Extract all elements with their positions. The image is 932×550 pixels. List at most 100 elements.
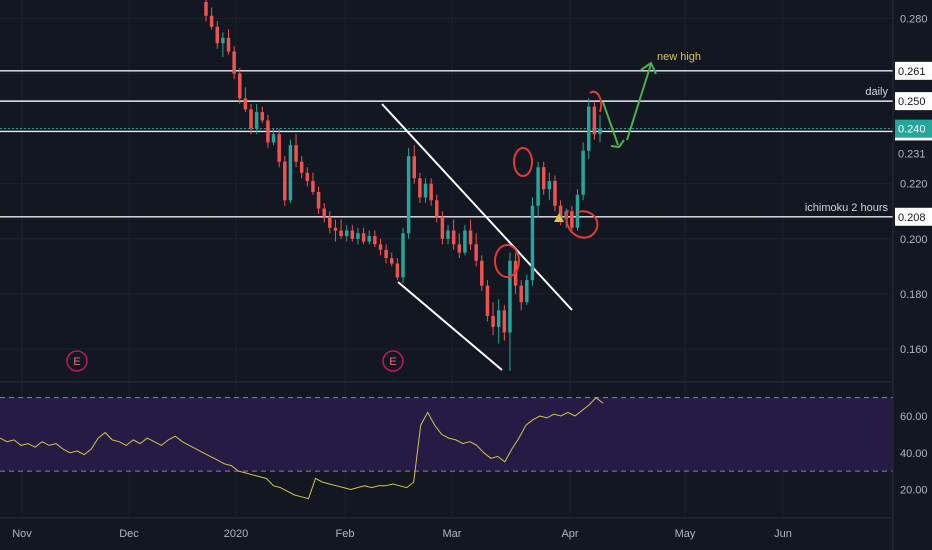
candle-body <box>328 216 332 228</box>
candle-body <box>384 249 388 259</box>
candle-body <box>525 280 529 303</box>
candle-body <box>395 263 400 278</box>
candle-body <box>429 183 433 201</box>
green-arrow-down-head <box>610 139 625 149</box>
candle-body <box>530 205 535 281</box>
price-tick-label: 0.280 <box>900 14 928 26</box>
candle-body <box>243 98 248 110</box>
last-price-tag-box <box>895 119 932 138</box>
channel-upper-line <box>381 103 573 311</box>
candle-body <box>333 227 338 231</box>
candle-body <box>508 260 512 333</box>
candle-body <box>463 230 467 253</box>
candle-body <box>373 236 377 245</box>
horizontal-levels: daily ichimoku 2 hours <box>0 70 893 218</box>
candle-body <box>480 260 484 286</box>
level-price-tag-label: 0.261 <box>898 66 926 78</box>
time-tick-label: Apr <box>561 528 578 540</box>
candle-body <box>232 51 236 74</box>
candle-body <box>423 183 428 198</box>
candle-body <box>254 112 259 129</box>
candle-body <box>277 134 281 162</box>
level-annotation: ichimoku 2 hours <box>805 202 889 214</box>
rsi-tick-label: 40.00 <box>900 448 928 460</box>
level-annotation: daily <box>865 86 888 98</box>
candle-body <box>294 145 298 162</box>
falling-channel <box>381 103 573 371</box>
price-tick-label: 0.160 <box>900 344 928 356</box>
candle-body <box>221 37 225 44</box>
green-arrow-up <box>626 63 652 141</box>
price-tick-label: 0.200 <box>900 234 928 246</box>
candle-body <box>266 120 270 143</box>
candle-body <box>406 156 411 234</box>
time-tick-label: Feb <box>336 528 355 540</box>
candle-body <box>238 73 242 99</box>
red-circle-annotation <box>513 147 533 177</box>
time-tick-label: Dec <box>119 528 139 540</box>
candle-body <box>457 244 462 253</box>
candle-body <box>451 230 456 245</box>
price-tick-label: 0.180 <box>900 289 928 301</box>
candle-body <box>547 180 552 190</box>
candle-body <box>440 216 445 239</box>
level-price-tag-box <box>895 207 932 226</box>
candle-body <box>502 310 507 333</box>
earnings-marker-circle <box>66 350 88 372</box>
candle-body <box>485 285 490 316</box>
earnings-marker-label: E <box>389 356 396 368</box>
price-axis: 0.280 0.220 0.200 0.180 0.160 <box>900 14 928 356</box>
candle-body <box>311 180 315 192</box>
candle-body <box>249 109 253 129</box>
candle-body <box>344 230 349 237</box>
candle-body <box>581 150 585 195</box>
candle-body <box>401 233 405 278</box>
candle-body <box>418 178 422 198</box>
level-price-tag-label: 0.208 <box>898 212 926 224</box>
candle-body <box>586 106 591 151</box>
candle-body <box>496 310 501 327</box>
rsi-line <box>0 397 604 500</box>
last-price-tag-label: 0.240 <box>898 124 926 136</box>
time-tick-label: May <box>675 528 696 540</box>
candle-body <box>412 156 417 179</box>
candle-body <box>435 200 439 217</box>
time-tick-label: Mar <box>443 528 462 540</box>
candle-body <box>541 167 546 190</box>
channel-lower-line <box>397 281 503 371</box>
candle-body <box>570 211 574 228</box>
rsi-tick-label: 60.00 <box>900 411 928 423</box>
time-tick-label: Nov <box>12 528 32 540</box>
candle-body <box>553 180 557 206</box>
level-price-tag-box <box>895 92 932 111</box>
time-tick-label: 2020 <box>224 528 248 540</box>
level-price-tag-box <box>895 61 932 80</box>
candle-body <box>339 230 343 237</box>
candle-body <box>468 230 473 245</box>
candle-body <box>575 194 580 228</box>
green-arrow-down <box>602 101 619 146</box>
candle-body <box>598 128 602 135</box>
candle-body <box>215 26 220 44</box>
secondary-price-tag-label: 0.231 <box>898 148 926 160</box>
candle-body <box>322 208 326 217</box>
red-circle-annotation <box>494 244 520 278</box>
candle-body <box>283 161 287 201</box>
candle-body <box>378 244 383 250</box>
red-circle-annotation <box>589 90 602 113</box>
candle-body <box>305 172 310 181</box>
candle-body <box>558 205 563 220</box>
rsi-band <box>0 397 893 472</box>
candle-body <box>536 167 540 206</box>
earnings-marker-circle <box>382 350 404 372</box>
candle-body <box>361 233 366 242</box>
candle-body <box>288 145 293 201</box>
candle-body <box>446 230 450 239</box>
candle-body <box>491 315 495 327</box>
candle-body <box>592 106 597 135</box>
rsi-axis: 60.00 40.00 20.00 <box>900 411 928 496</box>
candle-body <box>367 236 371 242</box>
